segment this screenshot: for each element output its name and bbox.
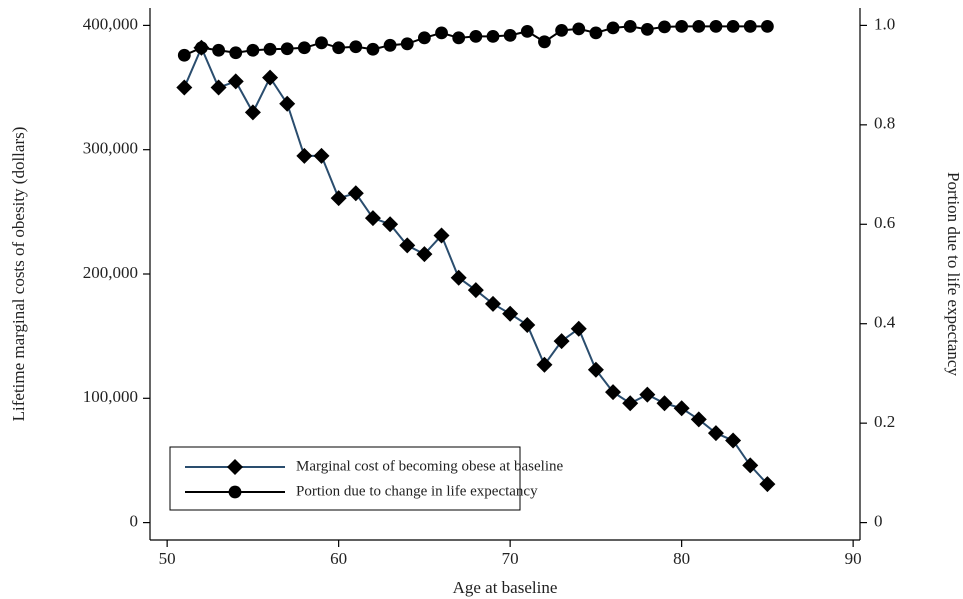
marker bbox=[244, 104, 261, 121]
marker bbox=[347, 185, 364, 202]
marker bbox=[263, 42, 277, 56]
y2-tick-label: 0.8 bbox=[874, 114, 895, 133]
marker bbox=[332, 41, 346, 55]
marker bbox=[227, 73, 244, 90]
marker bbox=[469, 29, 483, 43]
marker bbox=[572, 22, 586, 36]
marker bbox=[349, 40, 363, 54]
marker bbox=[279, 95, 296, 112]
marker bbox=[399, 237, 416, 254]
marker bbox=[690, 411, 707, 428]
marker bbox=[656, 395, 673, 412]
marker bbox=[297, 41, 311, 55]
marker bbox=[760, 19, 774, 33]
marker bbox=[246, 43, 260, 57]
marker bbox=[435, 26, 448, 40]
marker bbox=[570, 320, 587, 337]
marker bbox=[658, 20, 671, 34]
marker bbox=[280, 42, 294, 56]
marker bbox=[743, 19, 757, 33]
marker bbox=[417, 31, 431, 45]
marker bbox=[176, 79, 193, 96]
marker bbox=[486, 29, 500, 43]
marker bbox=[210, 79, 227, 96]
marker bbox=[606, 21, 620, 35]
legend-label: Marginal cost of becoming obese at basel… bbox=[296, 458, 563, 474]
y2-tick-label: 0.2 bbox=[874, 412, 895, 431]
marker bbox=[726, 19, 740, 33]
marker bbox=[177, 48, 191, 62]
marker bbox=[759, 476, 776, 493]
marker bbox=[520, 24, 534, 38]
marker bbox=[313, 147, 330, 164]
marker bbox=[538, 35, 551, 49]
y-tick-label: 200,000 bbox=[83, 263, 138, 282]
marker bbox=[366, 42, 380, 56]
legend-marker bbox=[227, 459, 243, 475]
marker bbox=[639, 386, 656, 403]
legend-label: Portion due to change in life expectancy bbox=[296, 483, 538, 499]
y-tick-label: 300,000 bbox=[83, 139, 138, 158]
marker bbox=[589, 26, 603, 40]
marker bbox=[605, 384, 622, 401]
y-tick-label: 400,000 bbox=[83, 14, 138, 33]
marker bbox=[587, 361, 604, 378]
marker bbox=[640, 22, 654, 36]
marker bbox=[433, 227, 450, 244]
x-tick-label: 60 bbox=[330, 549, 347, 568]
y2-tick-label: 0 bbox=[874, 512, 883, 531]
marker bbox=[503, 28, 517, 42]
y-tick-label: 100,000 bbox=[83, 387, 138, 406]
x-tick-label: 70 bbox=[502, 549, 519, 568]
marker bbox=[484, 295, 501, 312]
marker bbox=[707, 425, 724, 442]
marker bbox=[315, 36, 328, 50]
series-line bbox=[183, 45, 769, 485]
marker bbox=[400, 37, 414, 51]
marker bbox=[382, 216, 399, 233]
marker bbox=[553, 333, 570, 350]
x-axis-title: Age at baseline bbox=[453, 578, 558, 597]
legend-marker bbox=[228, 485, 242, 499]
marker bbox=[212, 43, 225, 57]
marker bbox=[536, 356, 553, 373]
x-tick-label: 50 bbox=[159, 549, 176, 568]
x-tick-label: 90 bbox=[845, 549, 862, 568]
x-tick-label: 80 bbox=[673, 549, 690, 568]
marker bbox=[742, 457, 759, 474]
y-tick-label: 0 bbox=[130, 512, 139, 531]
y-axis-title: Lifetime marginal costs of obesity (doll… bbox=[9, 127, 28, 422]
marker bbox=[364, 210, 381, 227]
y2-axis-title: Portion due to life expectancy bbox=[944, 172, 963, 376]
y2-tick-label: 0.6 bbox=[874, 213, 895, 232]
marker bbox=[623, 19, 637, 33]
marker bbox=[330, 190, 347, 207]
marker bbox=[622, 395, 639, 412]
marker bbox=[673, 400, 690, 417]
marker bbox=[692, 19, 706, 33]
marker bbox=[416, 246, 433, 263]
marker bbox=[675, 19, 689, 33]
marker bbox=[195, 41, 208, 55]
legend-box bbox=[169, 446, 521, 511]
marker bbox=[383, 38, 397, 52]
marker bbox=[725, 432, 742, 449]
marker bbox=[555, 23, 568, 37]
y2-tick-label: 0.4 bbox=[874, 313, 896, 332]
y2-tick-label: 1.0 bbox=[874, 14, 895, 33]
marker bbox=[262, 69, 279, 86]
marker bbox=[467, 282, 484, 299]
marker bbox=[709, 19, 723, 33]
marker bbox=[296, 147, 313, 164]
marker bbox=[229, 46, 243, 60]
marker bbox=[450, 269, 467, 286]
marker bbox=[502, 305, 519, 322]
marker bbox=[452, 31, 466, 45]
marker bbox=[519, 316, 536, 333]
